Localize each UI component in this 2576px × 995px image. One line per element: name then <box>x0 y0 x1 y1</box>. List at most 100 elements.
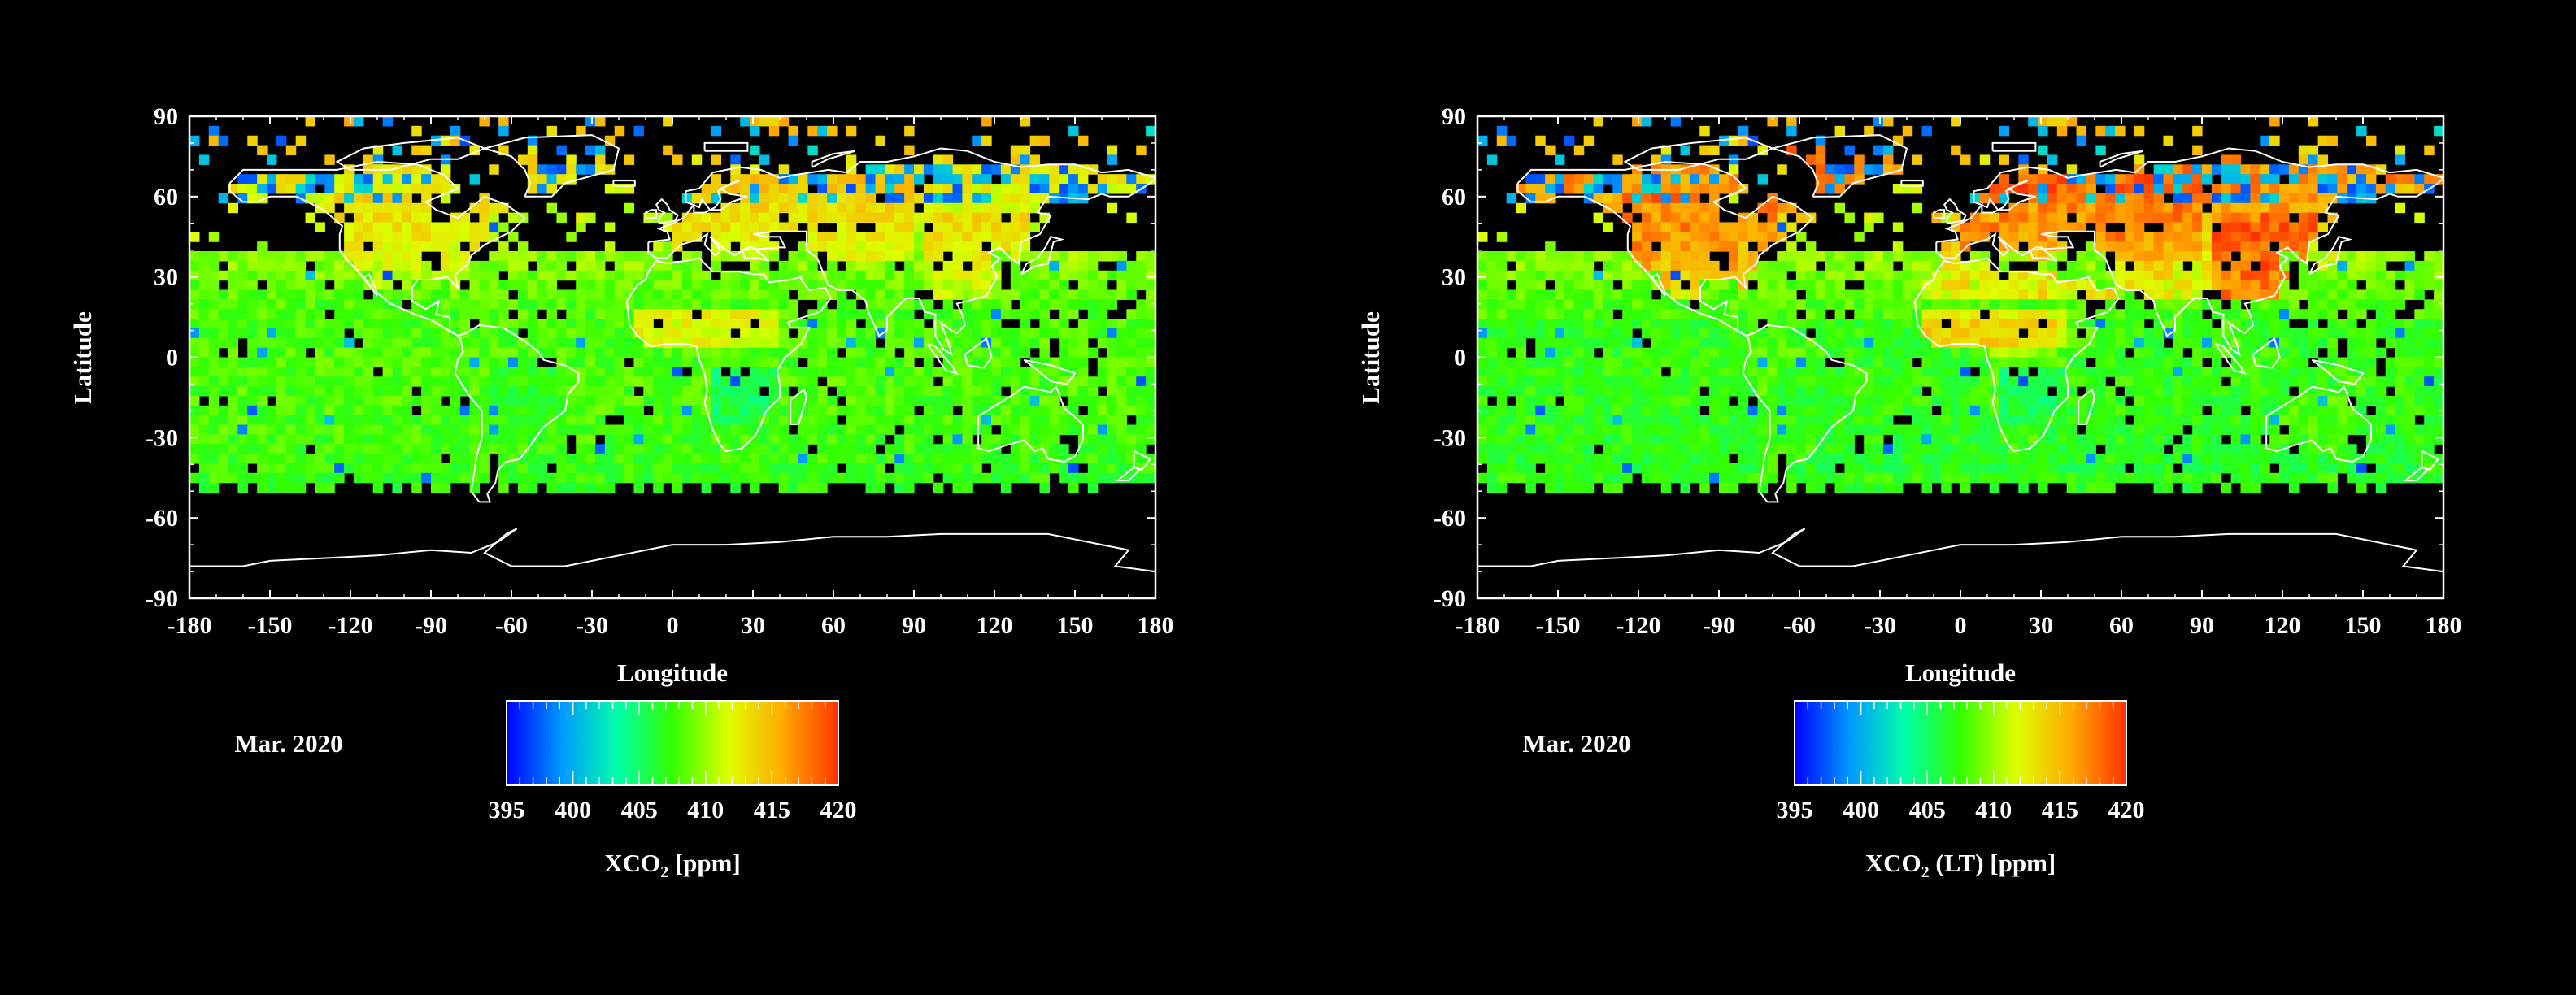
heatmap-cell <box>962 193 973 204</box>
heatmap-cell <box>411 145 422 156</box>
heatmap-cell <box>798 260 808 272</box>
heatmap-cell <box>2202 270 2213 281</box>
heatmap-cell <box>392 212 402 224</box>
heatmap-cell <box>2153 299 2165 310</box>
heatmap-cell <box>479 232 490 242</box>
heatmap-cell <box>2279 241 2290 252</box>
heatmap-cell <box>1020 251 1031 262</box>
heatmap-cell <box>1068 454 1079 464</box>
heatmap-cell <box>904 270 915 281</box>
heatmap-cell <box>1029 202 1041 214</box>
heatmap-cell <box>1049 193 1060 204</box>
heatmap-cell <box>576 482 586 493</box>
heatmap-cell <box>1892 347 1904 358</box>
heatmap-cell <box>768 424 780 435</box>
heatmap-cell <box>1029 472 1041 484</box>
heatmap-cell <box>2269 212 2280 224</box>
heatmap-cell <box>440 222 451 232</box>
heatmap-cell <box>1506 289 1517 300</box>
heatmap-cell <box>402 454 412 464</box>
heatmap-cell <box>1583 260 1595 272</box>
heatmap-cell <box>1087 309 1099 319</box>
heatmap-cell <box>594 482 606 493</box>
heatmap-cell <box>846 463 857 474</box>
heatmap-cell <box>836 337 847 349</box>
heatmap-cell <box>788 251 799 262</box>
heatmap-cell <box>402 405 412 416</box>
heatmap-cell <box>2086 347 2096 358</box>
heatmap-cell <box>257 270 268 281</box>
heatmap-cell <box>972 454 982 464</box>
heatmap-cell <box>701 184 712 194</box>
heatmap-cell <box>604 328 616 339</box>
heatmap-cell <box>1486 260 1498 272</box>
heatmap-cell <box>479 347 490 358</box>
heatmap-cell <box>1641 328 1652 339</box>
heatmap-cell <box>2269 270 2280 281</box>
heatmap-cell <box>663 405 673 416</box>
heatmap-cell <box>855 337 867 349</box>
heatmap-cell <box>807 145 818 156</box>
heatmap-cell <box>1931 299 1942 310</box>
heatmap-cell <box>372 299 384 310</box>
heatmap-cell <box>711 289 721 300</box>
heatmap-cell <box>681 289 693 300</box>
heatmap-cell <box>276 367 287 377</box>
heatmap-cell <box>479 386 490 397</box>
heatmap-cell <box>962 212 973 224</box>
heatmap-cell <box>2347 299 2357 310</box>
heatmap-cell <box>914 444 925 454</box>
heatmap-cell <box>363 472 374 484</box>
heatmap-cell <box>2221 241 2232 252</box>
heatmap-cell <box>1670 309 1682 319</box>
heatmap-cell <box>257 251 268 262</box>
heatmap-cell <box>2192 319 2203 329</box>
heatmap-cell <box>2173 212 2183 224</box>
heatmap-cell <box>759 405 770 416</box>
heatmap-cell <box>788 193 799 204</box>
heatmap-cell <box>817 232 828 242</box>
heatmap-cell <box>672 444 683 454</box>
heatmap-cell <box>2143 367 2155 377</box>
heatmap-cell <box>334 270 345 281</box>
heatmap-cell <box>1777 328 1787 339</box>
heatmap-cell <box>865 232 877 242</box>
heatmap-cell <box>363 415 374 426</box>
heatmap-cell <box>556 145 567 156</box>
heatmap-cell <box>2202 367 2213 377</box>
heatmap-cell <box>991 319 1002 329</box>
heatmap-cell <box>1834 328 1846 339</box>
heatmap-cell <box>2076 193 2087 204</box>
heatmap-cell <box>730 415 741 426</box>
heatmap-cell <box>1989 280 2000 291</box>
heatmap-cell <box>624 395 635 406</box>
heatmap-cell <box>344 386 355 397</box>
heatmap-cell <box>778 415 790 426</box>
heatmap-cell <box>1039 309 1050 319</box>
heatmap-cell <box>865 299 877 310</box>
heatmap-cell <box>267 319 277 329</box>
heatmap-cell <box>846 193 857 204</box>
heatmap-cell <box>1068 309 1079 319</box>
heatmap-cell <box>189 386 200 397</box>
heatmap-cell <box>1516 202 1526 214</box>
heatmap-cell <box>750 395 760 406</box>
heatmap-cell <box>382 434 394 445</box>
heatmap-cell <box>1805 357 1817 367</box>
heatmap-cell <box>1516 280 1526 291</box>
heatmap-cell <box>411 164 422 175</box>
heatmap-cell <box>1709 357 1720 367</box>
heatmap-cell <box>1796 260 1807 272</box>
heatmap-cell <box>1000 434 1012 445</box>
heatmap-cell <box>1068 482 1079 493</box>
heatmap-cell <box>392 376 402 387</box>
heatmap-cell <box>740 454 751 464</box>
heatmap-cell <box>1020 280 1031 291</box>
heatmap-cell <box>2192 357 2203 367</box>
heatmap-cell <box>2298 202 2309 214</box>
heatmap-cell <box>285 415 297 426</box>
heatmap-cell <box>807 280 818 291</box>
heatmap-cell <box>633 328 644 339</box>
heatmap-cell <box>315 395 325 406</box>
heatmap-cell <box>276 444 287 454</box>
